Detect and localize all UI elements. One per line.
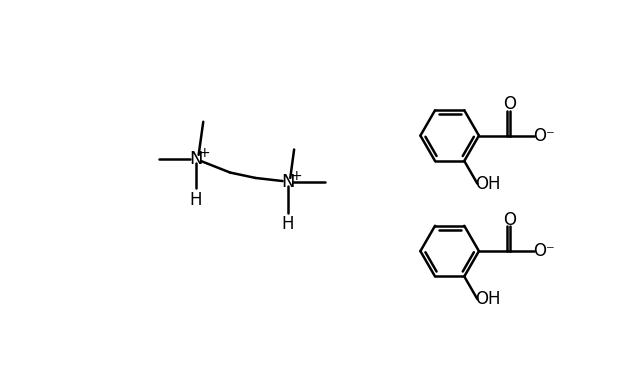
Text: H: H: [189, 191, 202, 209]
Text: O⁻: O⁻: [534, 126, 556, 145]
Text: +: +: [291, 169, 302, 183]
Text: OH: OH: [476, 175, 501, 192]
Text: O⁻: O⁻: [534, 242, 556, 260]
Text: O: O: [503, 95, 516, 113]
Text: N: N: [281, 173, 294, 191]
Text: H: H: [282, 215, 294, 233]
Text: OH: OH: [476, 290, 501, 308]
Text: N: N: [189, 150, 202, 168]
Text: +: +: [198, 145, 210, 160]
Text: O: O: [503, 210, 516, 229]
